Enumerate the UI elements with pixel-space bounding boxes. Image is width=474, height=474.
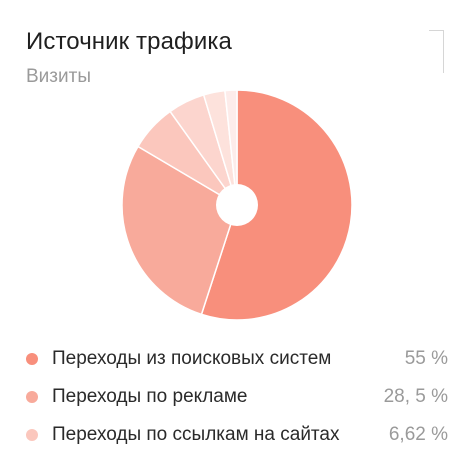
legend-dot-icon [26,391,38,403]
pie-slice-6 [224,89,238,206]
legend-label: Переходы из поисковых систем [52,348,332,369]
legend-dot-icon [26,429,38,441]
card-title: Источник трафика [26,28,232,55]
legend-value: 55 % [404,348,448,369]
legend-dot-icon [26,353,38,365]
corner-decoration [429,30,444,73]
legend-value: 28, 5 % [383,386,448,407]
donut-hole [216,184,258,226]
legend-label: Переходы по рекламе [52,386,248,407]
legend-item-ads: Переходы по рекламе 28, 5 % [24,378,450,416]
pie-slice-1 [200,89,353,321]
legend-value: 6,62 % [388,424,448,445]
chart-slices [121,89,353,321]
chart-legend: Переходы из поисковых систем 55 % Перехо… [24,340,450,454]
card-subtitle: Визиты [26,66,91,87]
donut-chart [121,89,353,321]
legend-label: Переходы по ссылкам на сайтах [52,424,340,445]
legend-item-search: Переходы из поисковых систем 55 % [24,340,450,378]
legend-item-links: Переходы по ссылкам на сайтах 6,62 % [24,416,450,454]
